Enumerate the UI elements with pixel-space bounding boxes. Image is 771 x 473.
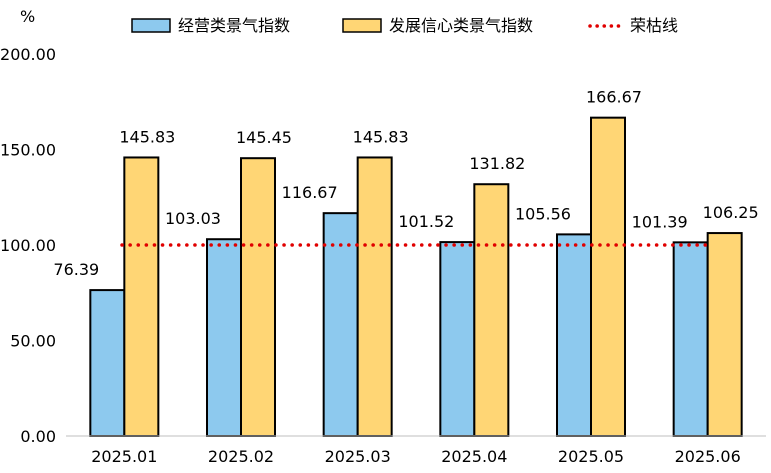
x-axis-ticks: 2025.01 2025.02 2025.03 2025.04 2025.05 2025.… — [91, 447, 741, 466]
bar-confidence-index — [356, 156, 393, 438]
bar-confidence-index — [706, 232, 743, 437]
bar-operating-index — [322, 212, 359, 437]
bar-operating-index — [672, 241, 709, 437]
data-label: 166.67 — [586, 88, 642, 107]
data-label: 101.39 — [632, 212, 688, 231]
x-tick-label: 2025.04 — [441, 447, 507, 466]
x-tick-label: 2025.05 — [558, 447, 624, 466]
y-tick-label: 100.00 — [0, 236, 56, 255]
data-label: 105.56 — [515, 204, 571, 223]
legend-swatch — [342, 18, 382, 33]
y-unit-label: % — [20, 7, 35, 26]
data-label: 106.25 — [703, 203, 759, 222]
data-label: 131.82 — [469, 154, 525, 173]
legend-label: 发展信心类景气指数 — [389, 16, 533, 35]
data-label: 145.83 — [119, 127, 175, 146]
y-tick-label: 0.00 — [20, 427, 56, 446]
y-tick-label: 150.00 — [0, 141, 56, 160]
data-label: 116.67 — [282, 183, 338, 202]
data-label: 145.83 — [353, 127, 409, 146]
bar-confidence-index — [123, 156, 160, 438]
data-labels: 76.39 145.83 103.03 145.45 116.67 145.83 101.5… — [53, 88, 758, 279]
bar-confidence-index — [590, 116, 626, 437]
data-label: 101.52 — [398, 212, 454, 231]
bar-operating-index — [206, 238, 242, 437]
data-label: 103.03 — [165, 209, 221, 228]
y-tick-label: 200.00 — [0, 45, 56, 64]
bar-confidence-index — [473, 183, 510, 437]
data-label: 145.45 — [236, 128, 292, 147]
x-tick-label: 2025.03 — [325, 447, 391, 466]
legend: 经营类景气指数 发展信心类景气指数 荣枯线 — [131, 16, 678, 35]
y-tick-label: 50.00 — [10, 332, 56, 351]
y-axis-ticks: 0.00 50.00 100.00 150.00 200.00 — [0, 45, 56, 446]
bar-confidence-index — [240, 157, 276, 438]
legend-label: 经营类景气指数 — [178, 16, 290, 35]
legend-item-reference-line: 荣枯线 — [588, 16, 678, 35]
data-label: 76.39 — [53, 260, 99, 279]
bar-operating-index — [439, 241, 476, 437]
bar-operating-index — [89, 289, 126, 437]
bar-operating-index — [556, 233, 592, 437]
legend-swatch — [131, 18, 171, 33]
legend-item-confidence-index: 发展信心类景气指数 — [342, 16, 533, 35]
legend-item-operating-index: 经营类景气指数 — [131, 16, 290, 35]
x-tick-label: 2025.02 — [208, 447, 274, 466]
legend-label: 荣枯线 — [630, 16, 678, 35]
x-tick-label: 2025.06 — [675, 447, 741, 466]
bars — [89, 116, 743, 438]
x-tick-label: 2025.01 — [91, 447, 157, 466]
